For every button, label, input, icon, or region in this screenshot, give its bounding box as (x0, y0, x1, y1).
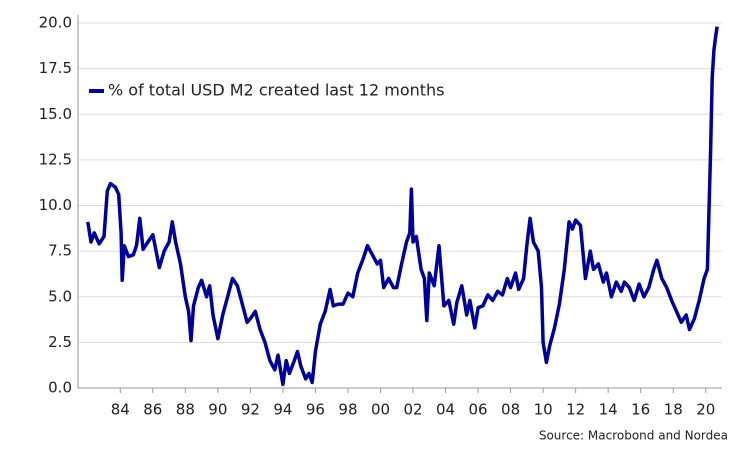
x-tick-label: 96 (306, 401, 325, 419)
x-tick-label: 20 (696, 401, 715, 419)
x-tick-label: 00 (371, 401, 390, 419)
x-tick-label: 02 (403, 401, 422, 419)
x-tick-label: 08 (501, 401, 520, 419)
x-tick-label: 16 (631, 401, 650, 419)
y-tick-label: 10.0 (39, 196, 72, 214)
x-tick-label: 94 (273, 401, 292, 419)
x-tick-label: 98 (338, 401, 357, 419)
source-note: Source: Macrobond and Nordea (539, 429, 728, 443)
y-tick-label: 12.5 (39, 150, 72, 168)
y-tick-label: 5.0 (48, 287, 72, 305)
x-tick-label: 14 (599, 401, 618, 419)
x-tick-label: 92 (241, 401, 260, 419)
y-tick-label: 0.0 (48, 379, 72, 397)
x-tick-label: 88 (176, 401, 195, 419)
y-tick-label: 7.5 (48, 242, 72, 260)
x-tick-label: 12 (566, 401, 585, 419)
x-tick-label: 06 (469, 401, 488, 419)
y-tick-label: 20.0 (39, 14, 72, 32)
y-tick-label: 15.0 (39, 105, 72, 123)
x-tick-label: 90 (208, 401, 227, 419)
y-tick-label: 17.5 (39, 59, 72, 77)
x-tick-label: 10 (534, 401, 553, 419)
x-tick-label: 86 (143, 401, 162, 419)
y-tick-label: 2.5 (48, 333, 72, 351)
x-tick-label: 04 (436, 401, 455, 419)
legend-label: % of total USD M2 created last 12 months (108, 81, 445, 100)
data-line (86, 26, 719, 387)
x-tick-label: 84 (111, 401, 130, 419)
x-tick-label: 18 (664, 401, 683, 419)
